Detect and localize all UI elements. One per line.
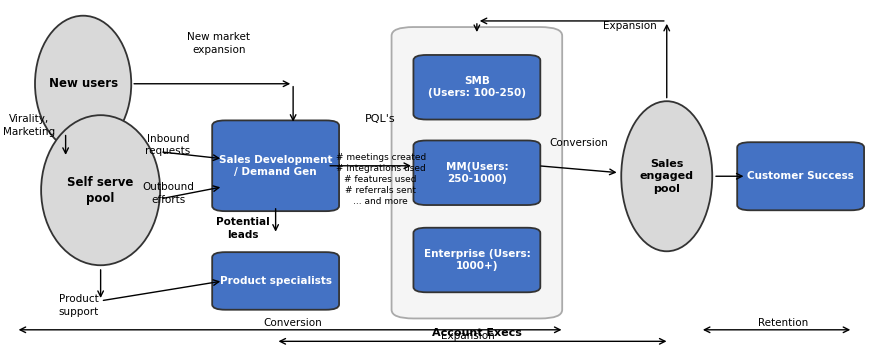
FancyBboxPatch shape: [213, 252, 340, 310]
Text: Self serve
pool: Self serve pool: [67, 176, 134, 205]
FancyBboxPatch shape: [414, 141, 541, 205]
Text: Account Execs: Account Execs: [432, 328, 522, 338]
Text: New market
expansion: New market expansion: [187, 32, 250, 55]
Text: Outbound
efforts: Outbound efforts: [142, 183, 194, 205]
FancyBboxPatch shape: [213, 120, 340, 211]
Text: Sales Development
/ Demand Gen: Sales Development / Demand Gen: [219, 155, 332, 177]
Ellipse shape: [41, 115, 160, 265]
Text: SMB
(Users: 100-250): SMB (Users: 100-250): [428, 76, 526, 98]
Text: Customer Success: Customer Success: [747, 171, 854, 181]
FancyBboxPatch shape: [414, 55, 541, 119]
Text: Expansion: Expansion: [603, 21, 657, 31]
Text: Sales
engaged
pool: Sales engaged pool: [640, 159, 694, 194]
Text: Virality,
Marketing: Virality, Marketing: [3, 114, 55, 137]
Text: Potential
leads: Potential leads: [216, 217, 270, 240]
Text: # meetings created
# integrations used
# features used
# referrals sent
... and : # meetings created # integrations used #…: [335, 153, 426, 207]
FancyBboxPatch shape: [414, 228, 541, 292]
Text: MM(Users:
250-1000): MM(Users: 250-1000): [445, 162, 508, 184]
Text: Expansion: Expansion: [441, 331, 495, 341]
FancyBboxPatch shape: [737, 142, 864, 210]
Text: Inbound
requests: Inbound requests: [145, 134, 191, 156]
Text: Product
support: Product support: [59, 294, 99, 317]
Text: PQL's: PQL's: [366, 114, 396, 124]
Ellipse shape: [35, 16, 131, 152]
Text: Conversion: Conversion: [550, 138, 609, 148]
Text: Retention: Retention: [758, 318, 808, 328]
Text: Enterprise (Users:
1000+): Enterprise (Users: 1000+): [424, 249, 530, 271]
Ellipse shape: [621, 101, 712, 251]
Text: New users: New users: [49, 77, 117, 90]
FancyBboxPatch shape: [392, 27, 563, 318]
Text: Product specialists: Product specialists: [220, 276, 332, 286]
Text: Conversion: Conversion: [263, 318, 323, 328]
